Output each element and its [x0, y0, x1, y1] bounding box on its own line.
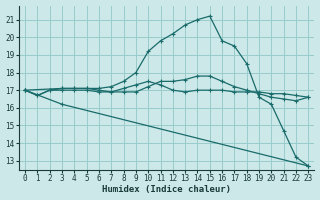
X-axis label: Humidex (Indice chaleur): Humidex (Indice chaleur): [102, 185, 231, 194]
